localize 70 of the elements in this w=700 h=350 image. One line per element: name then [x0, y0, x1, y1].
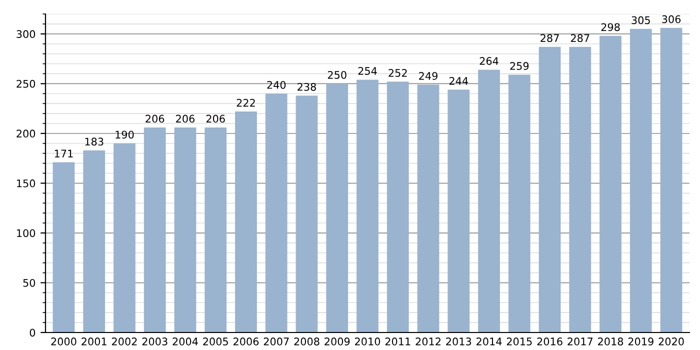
x-tick-label: 2010: [355, 338, 380, 346]
bar: [204, 127, 227, 332]
bar: [538, 46, 561, 332]
data-label: 252: [388, 69, 407, 77]
data-label: 306: [662, 15, 681, 24]
bar: [326, 84, 348, 332]
y-tick-label: 100: [17, 229, 36, 238]
data-label: 287: [540, 34, 559, 42]
data-label: 240: [267, 80, 286, 89]
data-label: 183: [85, 138, 104, 146]
data-label: 259: [510, 62, 529, 70]
bar: [508, 74, 530, 332]
data-label: 206: [206, 114, 225, 123]
data-label: 206: [146, 114, 164, 123]
x-tick-label: 2012: [416, 338, 440, 346]
y-tick-label: 0: [30, 328, 36, 337]
data-label: 250: [328, 70, 346, 79]
bar: [569, 46, 592, 332]
bar: [265, 94, 288, 332]
x-tick-label: 2016: [537, 338, 562, 346]
bar: [174, 127, 196, 332]
data-label: 254: [358, 67, 377, 75]
x-tick-label: 2009: [324, 338, 350, 346]
x-tick-label: 2017: [568, 338, 593, 346]
bar: [478, 70, 500, 332]
y-tick-label: 250: [16, 80, 36, 88]
x-tick-label: 2014: [476, 338, 502, 346]
x-tick-label: 2015: [506, 338, 532, 346]
x-tick-label: 2001: [82, 338, 106, 346]
x-tick-label: 2013: [446, 338, 472, 346]
x-tick-label: 2007: [264, 338, 289, 346]
bar: [235, 112, 257, 332]
x-tick-label: 2018: [598, 338, 624, 346]
bar: [83, 150, 106, 332]
x-tick-label: 2004: [172, 338, 198, 346]
y-tick-label: 300: [16, 30, 36, 38]
bar: [52, 162, 75, 332]
data-label: 244: [449, 76, 468, 85]
data-label: 249: [419, 72, 438, 80]
x-tick-label: 2002: [112, 338, 137, 346]
bar: [386, 82, 409, 332]
data-label: 298: [601, 23, 620, 32]
bar: [114, 143, 136, 332]
data-label: 171: [54, 150, 73, 158]
x-tick-label: 2005: [203, 338, 228, 346]
x-tick-label: 2020: [658, 338, 684, 346]
data-label: 287: [570, 34, 590, 42]
bar: [144, 127, 166, 332]
bar: [660, 28, 682, 332]
x-tick-label: 2000: [51, 338, 76, 346]
y-tick-label: 150: [17, 179, 36, 188]
bar: [630, 28, 652, 332]
data-label: 222: [236, 98, 255, 107]
bar: [356, 80, 378, 332]
bar: [448, 90, 470, 332]
bar: [296, 96, 318, 332]
data-label: 264: [480, 57, 498, 65]
bar: [417, 84, 440, 332]
x-tick-label: 2008: [294, 338, 320, 346]
bar: [600, 36, 622, 332]
x-tick-label: 2019: [628, 338, 654, 346]
data-label: 206: [176, 114, 195, 123]
data-label: 238: [298, 82, 316, 91]
x-tick-label: 2006: [234, 338, 259, 346]
x-tick-label: 2003: [142, 338, 168, 346]
data-label: 305: [632, 16, 650, 24]
x-tick-label: 2011: [385, 338, 410, 346]
data-label: 190: [116, 130, 134, 139]
y-tick-label: 50: [23, 278, 36, 287]
y-tick-label: 200: [16, 130, 36, 138]
